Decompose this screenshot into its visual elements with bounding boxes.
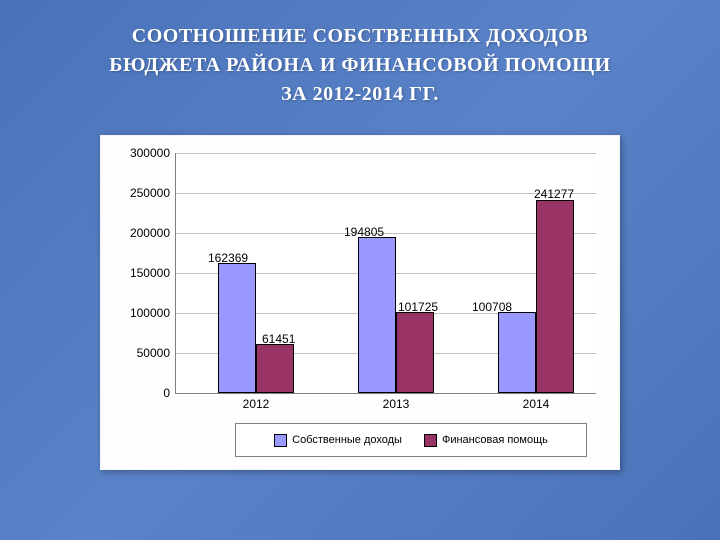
legend-label-financial-aid: Финансовая помощь bbox=[442, 434, 548, 446]
data-label: 241277 bbox=[534, 187, 574, 201]
y-axis-tick: 200000 bbox=[118, 226, 170, 240]
y-axis-tick: 0 bbox=[118, 386, 170, 400]
data-label: 162369 bbox=[208, 251, 248, 265]
gridline bbox=[176, 153, 596, 154]
y-axis-tick: 300000 bbox=[118, 146, 170, 160]
gridline bbox=[176, 193, 596, 194]
y-axis-tick: 250000 bbox=[118, 186, 170, 200]
y-axis-tick: 100000 bbox=[118, 306, 170, 320]
y-axis-tick: 50000 bbox=[118, 346, 170, 360]
slide: СООТНОШЕНИЕ СОБСТВЕННЫХ ДОХОДОВ БЮДЖЕТА … bbox=[0, 0, 720, 540]
y-axis-tick: 150000 bbox=[118, 266, 170, 280]
title-line-1: СООТНОШЕНИЕ СОБСТВЕННЫХ ДОХОДОВ bbox=[132, 25, 588, 47]
bar-financial-aid bbox=[256, 344, 294, 393]
bar-own-income bbox=[218, 263, 256, 393]
chart-card: 0 50000 100000 150000 200000 250000 300000 2012… bbox=[100, 135, 620, 470]
bar-financial-aid bbox=[396, 312, 434, 393]
chart-plot-area: 0500001000001500002000002500003000002012… bbox=[175, 153, 596, 394]
page-title: СООТНОШЕНИЕ СОБСТВЕННЫХ ДОХОДОВ БЮДЖЕТА … bbox=[0, 22, 720, 109]
legend-item-own-income: Собственные доходы bbox=[274, 434, 402, 447]
x-axis-tick: 2013 bbox=[366, 397, 426, 411]
data-label: 100708 bbox=[472, 300, 512, 314]
data-label: 101725 bbox=[398, 300, 438, 314]
gridline bbox=[176, 233, 596, 234]
bar-own-income bbox=[498, 312, 536, 393]
bar-financial-aid bbox=[536, 200, 574, 393]
legend-label-own-income: Собственные доходы bbox=[292, 434, 402, 446]
x-axis-tick: 2012 bbox=[226, 397, 286, 411]
data-label: 61451 bbox=[262, 332, 295, 346]
title-line-3: ЗА 2012-2014 ГГ. bbox=[281, 83, 439, 105]
legend-item-financial-aid: Финансовая помощь bbox=[424, 434, 548, 447]
legend-swatch-financial-aid bbox=[424, 434, 437, 447]
bar-own-income bbox=[358, 237, 396, 393]
chart-legend: Собственные доходы Финансовая помощь bbox=[235, 423, 587, 457]
legend-swatch-own-income bbox=[274, 434, 287, 447]
title-line-2: БЮДЖЕТА РАЙОНА И ФИНАНСОВОЙ ПОМОЩИ bbox=[109, 54, 610, 76]
data-label: 194805 bbox=[344, 225, 384, 239]
x-axis-tick: 2014 bbox=[506, 397, 566, 411]
